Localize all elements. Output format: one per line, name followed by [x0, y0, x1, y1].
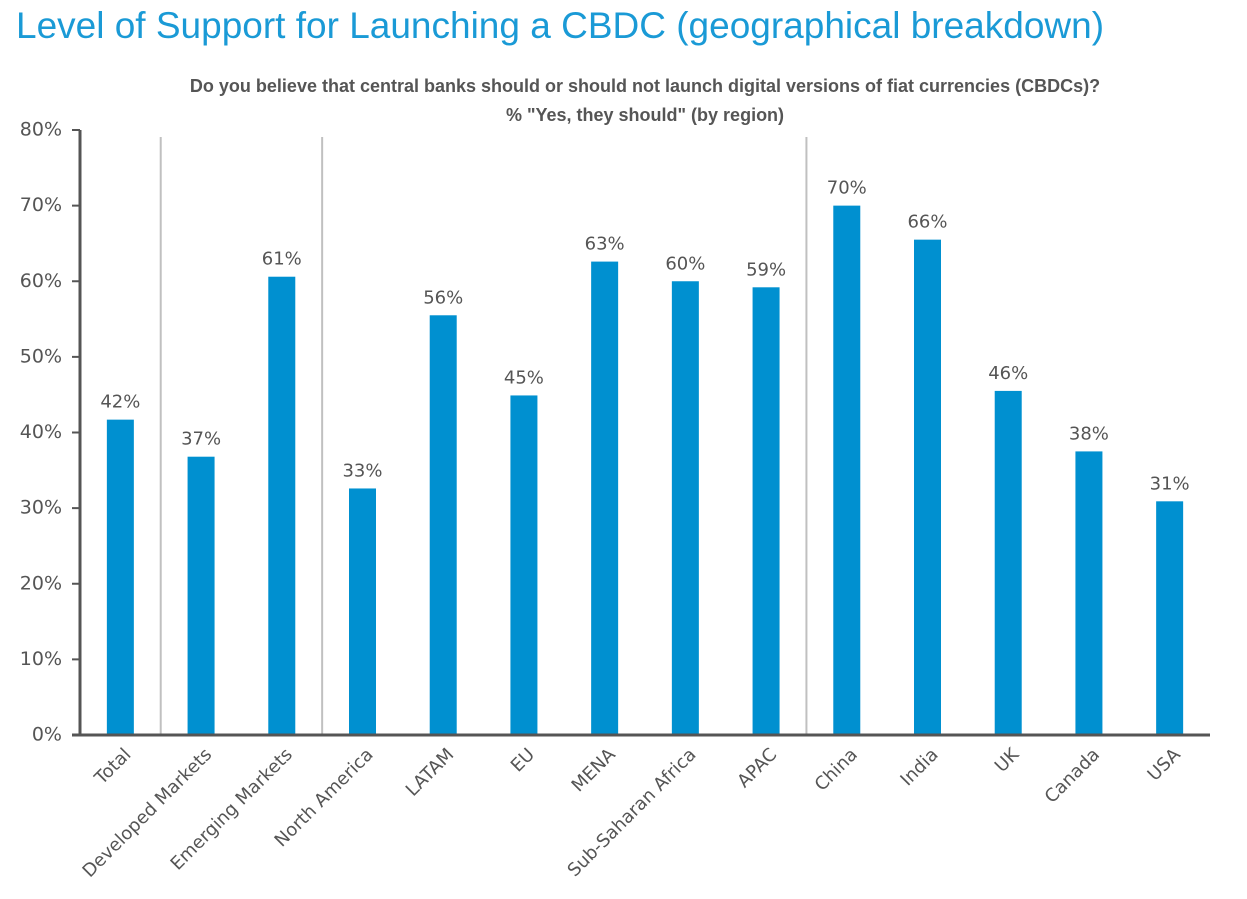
- x-tick-label: EU: [507, 744, 539, 776]
- x-tick-label: China: [811, 744, 862, 795]
- value-label: 46%: [988, 363, 1028, 384]
- y-tick-label: 30%: [20, 497, 62, 519]
- y-tick-label: 0%: [32, 724, 62, 746]
- x-tick-label: Canada: [1041, 744, 1104, 807]
- value-label: 63%: [585, 234, 625, 255]
- bar: [914, 239, 941, 735]
- y-tick-label: 50%: [20, 345, 62, 367]
- bar: [1156, 501, 1184, 735]
- bar: [349, 488, 376, 735]
- y-tick-label: 20%: [20, 572, 62, 594]
- x-tick-label: LATAM: [402, 744, 458, 800]
- bar: [833, 205, 861, 735]
- value-label: 60%: [665, 253, 705, 274]
- bar: [752, 287, 780, 735]
- value-label: 45%: [504, 367, 544, 388]
- y-tick-label: 60%: [20, 270, 62, 292]
- bar: [994, 390, 1022, 735]
- x-tick-label: MENA: [568, 744, 621, 797]
- bar: [1075, 451, 1103, 735]
- y-tick-label: 70%: [20, 194, 62, 216]
- value-label: 37%: [181, 429, 221, 450]
- value-label: 61%: [262, 249, 302, 270]
- chart-subtitle: % "Yes, they should" (by region): [506, 105, 784, 125]
- bar: [106, 419, 134, 735]
- value-label: 70%: [827, 178, 867, 199]
- x-tick-label: USA: [1144, 744, 1186, 786]
- chart-subtitle: Do you believe that central banks should…: [190, 76, 1100, 96]
- y-tick-label: 10%: [20, 648, 62, 670]
- bar: [671, 281, 699, 735]
- bar: [591, 261, 619, 735]
- value-label: 38%: [1069, 423, 1109, 444]
- x-tick-label: Total: [90, 744, 135, 789]
- value-label: 59%: [746, 259, 786, 280]
- y-tick-label: 80%: [20, 119, 62, 141]
- bar: [187, 456, 215, 735]
- y-tick-label: 40%: [20, 421, 62, 443]
- value-label: 66%: [907, 212, 947, 233]
- value-label: 42%: [100, 392, 140, 413]
- chart-title: Level of Support for Launching a CBDC (g…: [16, 5, 1104, 46]
- x-tick-label: UK: [991, 743, 1024, 776]
- value-label: 31%: [1150, 473, 1190, 494]
- value-label: 33%: [342, 460, 382, 481]
- bar: [510, 395, 538, 735]
- x-tick-label: APAC: [733, 744, 781, 792]
- value-label: 56%: [423, 287, 463, 308]
- bar: [429, 315, 457, 735]
- x-tick-label: India: [896, 744, 942, 790]
- bar: [268, 276, 296, 735]
